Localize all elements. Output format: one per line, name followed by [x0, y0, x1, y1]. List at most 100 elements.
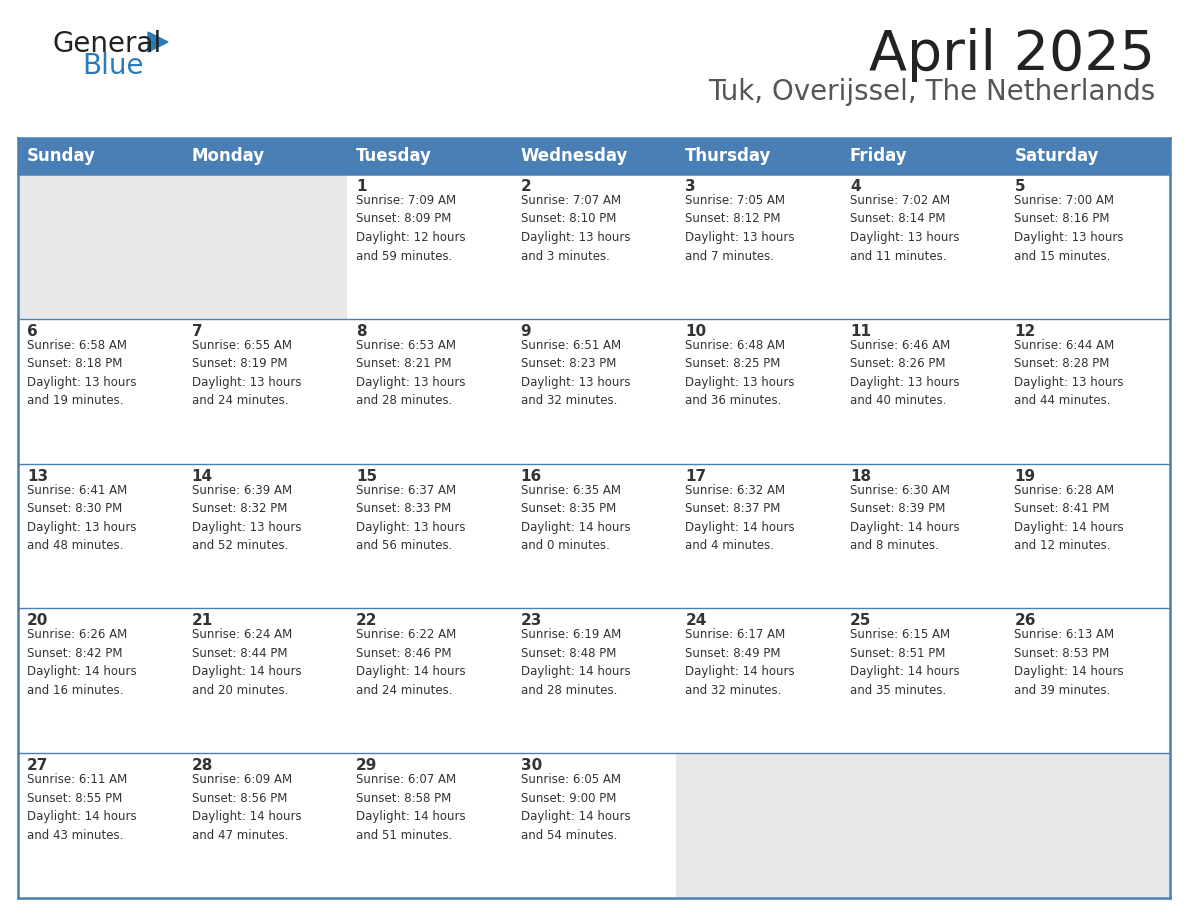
Text: Sunrise: 6:28 AM
Sunset: 8:41 PM
Daylight: 14 hours
and 12 minutes.: Sunrise: 6:28 AM Sunset: 8:41 PM Dayligh… — [1015, 484, 1124, 552]
Text: Sunrise: 6:15 AM
Sunset: 8:51 PM
Daylight: 14 hours
and 35 minutes.: Sunrise: 6:15 AM Sunset: 8:51 PM Dayligh… — [849, 629, 960, 697]
Text: Sunrise: 6:05 AM
Sunset: 9:00 PM
Daylight: 14 hours
and 54 minutes.: Sunrise: 6:05 AM Sunset: 9:00 PM Dayligh… — [520, 773, 631, 842]
Bar — [347, 753, 512, 898]
Text: 25: 25 — [849, 613, 871, 629]
Text: Monday: Monday — [191, 147, 265, 165]
Text: 28: 28 — [191, 758, 213, 773]
Text: Sunrise: 6:19 AM
Sunset: 8:48 PM
Daylight: 14 hours
and 28 minutes.: Sunrise: 6:19 AM Sunset: 8:48 PM Dayligh… — [520, 629, 631, 697]
Bar — [512, 464, 676, 609]
Text: 20: 20 — [27, 613, 49, 629]
Text: 2: 2 — [520, 179, 531, 194]
Text: Sunrise: 6:32 AM
Sunset: 8:37 PM
Daylight: 14 hours
and 4 minutes.: Sunrise: 6:32 AM Sunset: 8:37 PM Dayligh… — [685, 484, 795, 552]
Text: Sunrise: 6:58 AM
Sunset: 8:18 PM
Daylight: 13 hours
and 19 minutes.: Sunrise: 6:58 AM Sunset: 8:18 PM Dayligh… — [27, 339, 137, 408]
Bar — [1005, 174, 1170, 319]
Bar — [347, 464, 512, 609]
Bar — [676, 753, 841, 898]
Bar — [512, 138, 676, 174]
Text: Sunrise: 6:24 AM
Sunset: 8:44 PM
Daylight: 14 hours
and 20 minutes.: Sunrise: 6:24 AM Sunset: 8:44 PM Dayligh… — [191, 629, 302, 697]
Bar — [512, 609, 676, 753]
Text: Sunrise: 6:41 AM
Sunset: 8:30 PM
Daylight: 13 hours
and 48 minutes.: Sunrise: 6:41 AM Sunset: 8:30 PM Dayligh… — [27, 484, 137, 552]
Text: 3: 3 — [685, 179, 696, 194]
Text: 18: 18 — [849, 468, 871, 484]
Bar — [1005, 753, 1170, 898]
Text: Thursday: Thursday — [685, 147, 772, 165]
Text: Sunrise: 7:02 AM
Sunset: 8:14 PM
Daylight: 13 hours
and 11 minutes.: Sunrise: 7:02 AM Sunset: 8:14 PM Dayligh… — [849, 194, 960, 263]
Bar — [18, 753, 183, 898]
Text: Sunrise: 6:17 AM
Sunset: 8:49 PM
Daylight: 14 hours
and 32 minutes.: Sunrise: 6:17 AM Sunset: 8:49 PM Dayligh… — [685, 629, 795, 697]
Text: 26: 26 — [1015, 613, 1036, 629]
Text: 4: 4 — [849, 179, 860, 194]
Text: Sunrise: 6:46 AM
Sunset: 8:26 PM
Daylight: 13 hours
and 40 minutes.: Sunrise: 6:46 AM Sunset: 8:26 PM Dayligh… — [849, 339, 960, 408]
Text: Sunrise: 7:07 AM
Sunset: 8:10 PM
Daylight: 13 hours
and 3 minutes.: Sunrise: 7:07 AM Sunset: 8:10 PM Dayligh… — [520, 194, 630, 263]
Text: 6: 6 — [27, 324, 38, 339]
Text: 11: 11 — [849, 324, 871, 339]
Bar — [1005, 138, 1170, 174]
Bar — [676, 138, 841, 174]
Text: Friday: Friday — [849, 147, 908, 165]
Bar — [18, 319, 183, 464]
Bar — [183, 753, 347, 898]
Text: Tuesday: Tuesday — [356, 147, 432, 165]
Text: 13: 13 — [27, 468, 49, 484]
Text: 10: 10 — [685, 324, 707, 339]
Text: 29: 29 — [356, 758, 378, 773]
Bar — [347, 138, 512, 174]
Bar — [841, 464, 1005, 609]
Text: 21: 21 — [191, 613, 213, 629]
Bar — [347, 319, 512, 464]
Text: Sunrise: 6:30 AM
Sunset: 8:39 PM
Daylight: 14 hours
and 8 minutes.: Sunrise: 6:30 AM Sunset: 8:39 PM Dayligh… — [849, 484, 960, 552]
Text: 17: 17 — [685, 468, 707, 484]
Bar — [347, 609, 512, 753]
Text: Sunday: Sunday — [27, 147, 96, 165]
Text: Blue: Blue — [82, 52, 144, 80]
Bar — [183, 319, 347, 464]
Bar — [18, 138, 183, 174]
Bar — [18, 609, 183, 753]
Text: Sunrise: 6:22 AM
Sunset: 8:46 PM
Daylight: 14 hours
and 24 minutes.: Sunrise: 6:22 AM Sunset: 8:46 PM Dayligh… — [356, 629, 466, 697]
Text: Sunrise: 6:55 AM
Sunset: 8:19 PM
Daylight: 13 hours
and 24 minutes.: Sunrise: 6:55 AM Sunset: 8:19 PM Dayligh… — [191, 339, 301, 408]
Text: Sunrise: 7:00 AM
Sunset: 8:16 PM
Daylight: 13 hours
and 15 minutes.: Sunrise: 7:00 AM Sunset: 8:16 PM Dayligh… — [1015, 194, 1124, 263]
Bar — [841, 319, 1005, 464]
Bar — [183, 174, 347, 319]
Text: Sunrise: 7:05 AM
Sunset: 8:12 PM
Daylight: 13 hours
and 7 minutes.: Sunrise: 7:05 AM Sunset: 8:12 PM Dayligh… — [685, 194, 795, 263]
Bar — [183, 138, 347, 174]
Bar — [347, 174, 512, 319]
Text: 16: 16 — [520, 468, 542, 484]
Bar — [512, 753, 676, 898]
Bar — [841, 174, 1005, 319]
Text: 12: 12 — [1015, 324, 1036, 339]
Text: Sunrise: 6:07 AM
Sunset: 8:58 PM
Daylight: 14 hours
and 51 minutes.: Sunrise: 6:07 AM Sunset: 8:58 PM Dayligh… — [356, 773, 466, 842]
Text: 30: 30 — [520, 758, 542, 773]
Bar — [676, 609, 841, 753]
Bar — [512, 319, 676, 464]
Text: Tuk, Overijssel, The Netherlands: Tuk, Overijssel, The Netherlands — [708, 78, 1155, 106]
Text: Sunrise: 6:44 AM
Sunset: 8:28 PM
Daylight: 13 hours
and 44 minutes.: Sunrise: 6:44 AM Sunset: 8:28 PM Dayligh… — [1015, 339, 1124, 408]
Bar — [183, 464, 347, 609]
Text: Sunrise: 6:11 AM
Sunset: 8:55 PM
Daylight: 14 hours
and 43 minutes.: Sunrise: 6:11 AM Sunset: 8:55 PM Dayligh… — [27, 773, 137, 842]
Text: 8: 8 — [356, 324, 367, 339]
Polygon shape — [148, 32, 168, 52]
Text: Sunrise: 6:48 AM
Sunset: 8:25 PM
Daylight: 13 hours
and 36 minutes.: Sunrise: 6:48 AM Sunset: 8:25 PM Dayligh… — [685, 339, 795, 408]
Text: 1: 1 — [356, 179, 367, 194]
Text: 7: 7 — [191, 324, 202, 339]
Text: Sunrise: 6:13 AM
Sunset: 8:53 PM
Daylight: 14 hours
and 39 minutes.: Sunrise: 6:13 AM Sunset: 8:53 PM Dayligh… — [1015, 629, 1124, 697]
Text: Wednesday: Wednesday — [520, 147, 628, 165]
Text: 14: 14 — [191, 468, 213, 484]
Bar — [676, 319, 841, 464]
Text: General: General — [52, 30, 162, 58]
Text: Sunrise: 6:35 AM
Sunset: 8:35 PM
Daylight: 14 hours
and 0 minutes.: Sunrise: 6:35 AM Sunset: 8:35 PM Dayligh… — [520, 484, 631, 552]
Text: Sunrise: 6:09 AM
Sunset: 8:56 PM
Daylight: 14 hours
and 47 minutes.: Sunrise: 6:09 AM Sunset: 8:56 PM Dayligh… — [191, 773, 302, 842]
Bar — [1005, 319, 1170, 464]
Text: 23: 23 — [520, 613, 542, 629]
Text: 5: 5 — [1015, 179, 1025, 194]
Text: Sunrise: 6:51 AM
Sunset: 8:23 PM
Daylight: 13 hours
and 32 minutes.: Sunrise: 6:51 AM Sunset: 8:23 PM Dayligh… — [520, 339, 630, 408]
Bar — [512, 174, 676, 319]
Bar — [676, 174, 841, 319]
Text: 24: 24 — [685, 613, 707, 629]
Text: 9: 9 — [520, 324, 531, 339]
Text: 22: 22 — [356, 613, 378, 629]
Bar — [18, 174, 183, 319]
Bar — [841, 753, 1005, 898]
Bar — [1005, 609, 1170, 753]
Bar — [676, 464, 841, 609]
Text: 15: 15 — [356, 468, 378, 484]
